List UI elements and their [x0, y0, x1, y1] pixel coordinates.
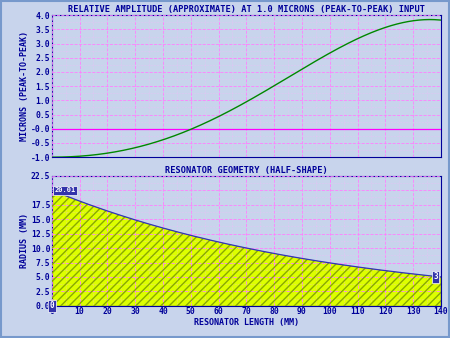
Text: 3: 3: [433, 272, 438, 282]
Y-axis label: MICRONS (PEAK-TO-PEAK): MICRONS (PEAK-TO-PEAK): [20, 31, 29, 141]
Title: RELATIVE AMPLITUDE (APPROXIMATE) AT 1.0 MICRONS (PEAK-TO-PEAK) INPUT: RELATIVE AMPLITUDE (APPROXIMATE) AT 1.0 …: [68, 5, 425, 15]
Title: RESONATOR GEOMETRY (HALF-SHAPE): RESONATOR GEOMETRY (HALF-SHAPE): [165, 166, 328, 175]
X-axis label: RESONATOR LENGTH (MM): RESONATOR LENGTH (MM): [194, 318, 299, 327]
Text: 20.01: 20.01: [54, 187, 76, 193]
Y-axis label: RADIUS (MM): RADIUS (MM): [20, 213, 29, 268]
Text: 0: 0: [50, 301, 54, 310]
